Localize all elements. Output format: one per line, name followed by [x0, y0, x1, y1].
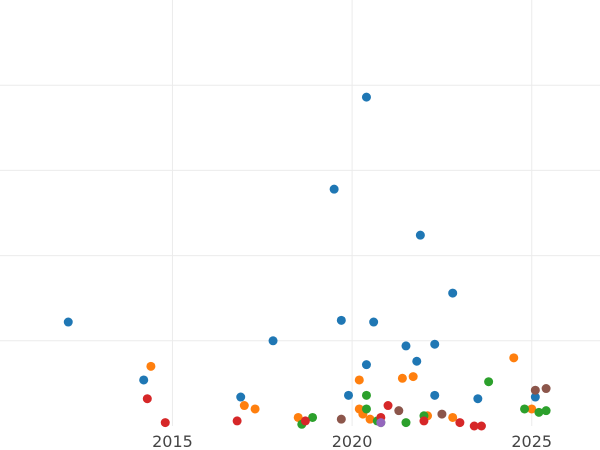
- data-point: [530, 385, 540, 395]
- y-gridlines: [0, 84, 600, 342]
- data-point: [383, 401, 393, 411]
- data-point: [401, 341, 411, 351]
- data-point: [365, 414, 375, 424]
- data-point: [336, 315, 346, 325]
- data-point: [448, 412, 458, 422]
- data-point: [408, 372, 418, 382]
- data-point: [160, 418, 170, 428]
- data-point: [361, 390, 371, 400]
- data-point: [361, 92, 371, 102]
- x-tick-label: 2020: [332, 432, 373, 450]
- data-point: [236, 392, 246, 402]
- data-point: [142, 394, 152, 404]
- x-tick-label: 2015: [152, 432, 193, 450]
- data-point: [412, 356, 422, 366]
- data-point: [509, 353, 519, 363]
- data-point: [308, 412, 318, 422]
- data-point: [534, 407, 544, 417]
- data-point: [369, 317, 379, 327]
- data-point: [419, 416, 429, 426]
- data-point: [430, 339, 440, 349]
- data-point: [448, 288, 458, 298]
- data-point: [146, 361, 156, 371]
- data-point: [376, 418, 386, 428]
- data-points: [63, 92, 551, 431]
- data-point: [476, 421, 486, 431]
- data-point: [293, 412, 303, 422]
- data-point: [541, 406, 551, 416]
- data-point: [530, 392, 540, 402]
- data-point: [527, 404, 537, 414]
- data-point: [336, 414, 346, 424]
- data-point: [397, 373, 407, 383]
- data-point: [484, 377, 494, 387]
- data-point: [361, 360, 371, 370]
- data-point: [232, 416, 242, 426]
- data-point: [541, 384, 551, 394]
- data-point: [63, 317, 73, 327]
- data-point: [415, 230, 425, 240]
- x-tick-labels: 2015 2020 2025: [152, 432, 552, 450]
- data-point: [473, 394, 483, 404]
- data-point: [520, 404, 530, 414]
- data-point: [300, 416, 310, 426]
- data-point: [401, 418, 411, 428]
- data-point: [250, 404, 260, 414]
- data-point: [394, 406, 404, 416]
- data-point: [329, 184, 339, 194]
- data-point: [239, 401, 249, 411]
- data-point: [268, 336, 278, 346]
- data-point: [344, 390, 354, 400]
- data-point: [455, 418, 465, 428]
- x-tick-label: 2025: [511, 432, 552, 450]
- data-point: [354, 375, 364, 385]
- data-point: [139, 375, 149, 385]
- data-point: [469, 421, 479, 431]
- x-gridlines: [171, 0, 533, 426]
- data-point: [361, 404, 371, 414]
- data-point: [430, 390, 440, 400]
- data-point: [437, 409, 447, 419]
